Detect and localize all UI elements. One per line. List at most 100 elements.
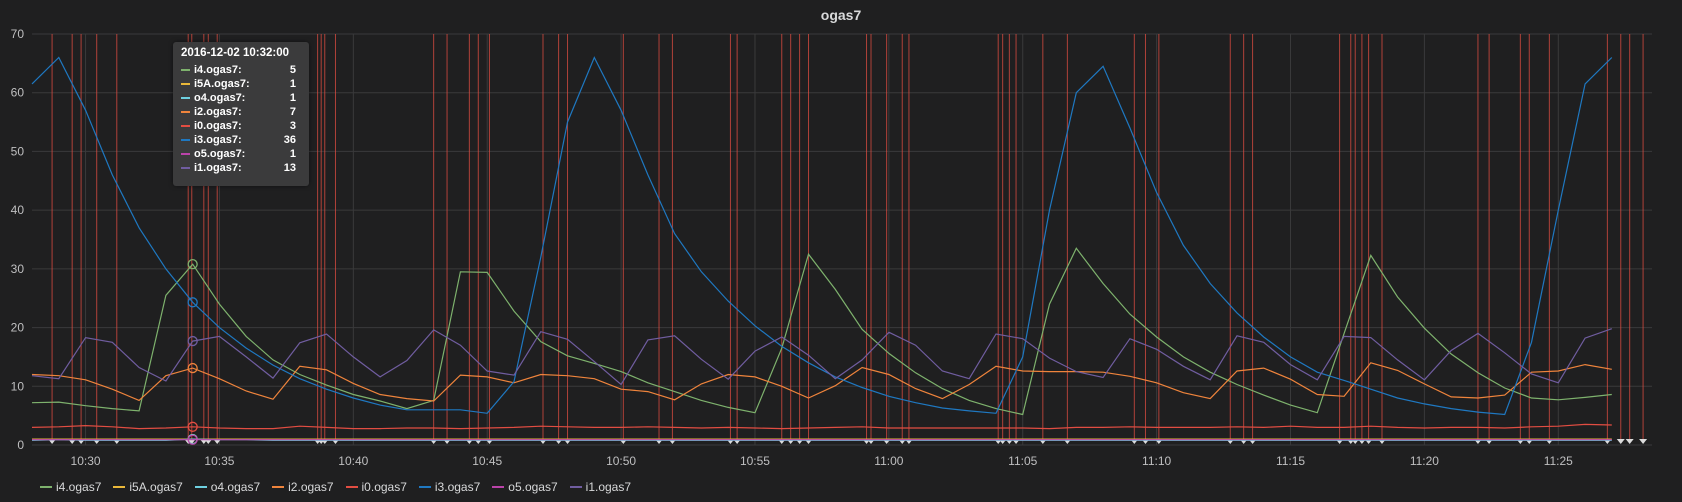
series-swatch-icon: [181, 111, 190, 113]
x-tick-label: 10:30: [71, 454, 101, 468]
legend-label: i2.ogas7: [288, 480, 334, 494]
series-line-i0: [31, 423, 1612, 430]
series-swatch-icon: [569, 486, 582, 488]
x-tick-label: 11:10: [1142, 454, 1171, 468]
y-tick-label: 10: [11, 379, 25, 393]
x-tick-label: 10:35: [204, 454, 234, 468]
series-swatch-icon: [40, 486, 52, 488]
tooltip-series-name: i2.ogas7:: [194, 106, 242, 118]
legend-label: i4.ogas7: [56, 480, 102, 494]
tooltip-series-value: 7: [289, 106, 296, 118]
legend-label: i5A.ogas7: [129, 480, 183, 494]
legend-item[interactable]: i4.ogas7: [40, 478, 101, 496]
series-swatch-icon: [181, 69, 190, 71]
panel-title[interactable]: ogas7: [820, 7, 862, 23]
series-line-i2: [31, 362, 1612, 402]
tooltip-time: 2016-12-02 10:32:00: [181, 47, 290, 59]
x-tick-label: 10:45: [472, 454, 502, 468]
x-tick-label: 11:20: [1410, 454, 1439, 468]
y-tick-label: 20: [11, 321, 25, 335]
tooltip-series-value: 1: [289, 92, 296, 104]
tooltip-series-name: i5A.ogas7:: [194, 78, 250, 90]
legend-item[interactable]: i2.ogas7: [272, 478, 334, 496]
tooltip-series-name: i4.ogas7:: [194, 64, 242, 76]
tooltip-series-name: i1.ogas7:: [194, 162, 242, 174]
tooltip-series-value: 3: [289, 120, 296, 132]
legend-item[interactable]: o4.ogas7: [194, 478, 261, 496]
series-swatch-icon: [418, 486, 431, 488]
series-swatch-icon: [181, 83, 190, 85]
tooltip-row: i5A.ogas7: 1: [181, 77, 301, 91]
tooltip-series-name: o5.ogas7:: [194, 148, 246, 160]
series-swatch-icon: [194, 486, 207, 488]
x-tick-label: 11:05: [1008, 454, 1037, 468]
y-tick-label: 30: [11, 262, 25, 276]
tooltip-series-value: 36: [283, 134, 296, 146]
series-swatch-icon: [272, 486, 285, 488]
tooltip-row: i4.ogas7: 5: [181, 63, 301, 77]
x-tick-label: 11:00: [874, 454, 903, 468]
tooltip-row: o5.ogas7: 1: [181, 147, 301, 161]
annotation-marker-icon: [1625, 439, 1634, 444]
legend-label: i3.ogas7: [434, 480, 481, 494]
hover-point: [187, 421, 198, 432]
chart-axes: 0 10 20 30 40 50 60 70 10:30 10:35 10:40 10:45 10:50…: [11, 27, 1574, 468]
legend-item[interactable]: o5.ogas7: [492, 478, 558, 496]
hover-point: [187, 297, 198, 308]
x-tick-label: 11:25: [1544, 454, 1573, 468]
y-tick-label: 50: [11, 144, 25, 158]
annotation-marker-icon: [1639, 439, 1648, 444]
series-line-i1: [31, 328, 1612, 386]
chart-legend: i4.ogas7 i5A.ogas7 o4.ogas7 i2.ogas7 i0.ogas…: [40, 478, 643, 496]
series-swatch-icon: [113, 486, 126, 488]
x-tick-label: 10:55: [740, 454, 770, 468]
hover-point: [187, 434, 198, 445]
tooltip-row: i0.ogas7: 3: [181, 119, 301, 133]
hover-points: [187, 259, 198, 445]
tooltip-row: o4.ogas7: 1: [181, 91, 301, 105]
series-line-i4: [31, 247, 1612, 416]
legend-item[interactable]: i0.ogas7: [345, 478, 407, 496]
tooltip-row: i3.ogas7: 36: [181, 133, 301, 147]
hover-point: [187, 259, 198, 270]
legend-item[interactable]: i5A.ogas7: [113, 478, 183, 496]
tooltip-series-value: 5: [289, 64, 296, 76]
series-swatch-icon: [181, 167, 190, 169]
tooltip-series-name: i3.ogas7:: [194, 134, 242, 146]
legend-label: i0.ogas7: [361, 480, 407, 494]
tooltip-series-value: 13: [283, 162, 296, 174]
tooltip-rows: i4.ogas7: 5 i5A.ogas7: 1 o4.ogas7: 1 i2.ogas7:…: [181, 63, 301, 175]
y-tick-label: 0: [17, 438, 24, 452]
series-line-i3: [31, 56, 1613, 416]
tooltip-series-value: 1: [289, 78, 296, 90]
y-tick-label: 70: [11, 27, 25, 41]
legend-item[interactable]: i1.ogas7: [569, 478, 632, 496]
tooltip-series-name: i0.ogas7:: [194, 120, 242, 132]
series-swatch-icon: [181, 125, 190, 127]
hover-point: [187, 362, 198, 374]
series-swatch-icon: [492, 486, 505, 488]
series-swatch-icon: [345, 486, 358, 488]
hover-tooltip: 2016-12-02 10:32:00 i4.ogas7: 5 i5A.ogas7:…: [173, 42, 309, 186]
hover-point: [187, 335, 198, 347]
annotation-marker-icon: [1616, 439, 1625, 444]
series-swatch-icon: [181, 153, 190, 155]
legend-label: o5.ogas7: [508, 480, 558, 494]
x-tick-label: 10:50: [606, 454, 636, 468]
y-tick-label: 60: [11, 86, 25, 100]
y-tick-label: 40: [11, 203, 25, 217]
series-lines: [31, 56, 1613, 441]
tooltip-series-value: 1: [289, 148, 296, 160]
x-tick-label: 11:15: [1276, 454, 1305, 468]
series-swatch-icon: [181, 139, 190, 141]
legend-item[interactable]: i3.ogas7: [418, 478, 481, 496]
tooltip-row: i2.ogas7: 7: [181, 105, 301, 119]
tooltip-series-name: o4.ogas7:: [194, 92, 246, 104]
legend-label: i1.ogas7: [585, 480, 632, 494]
legend-label: o4.ogas7: [210, 480, 261, 494]
tooltip-row: i1.ogas7: 13: [181, 161, 301, 175]
x-tick-label: 10:40: [338, 454, 368, 468]
series-swatch-icon: [181, 97, 190, 99]
